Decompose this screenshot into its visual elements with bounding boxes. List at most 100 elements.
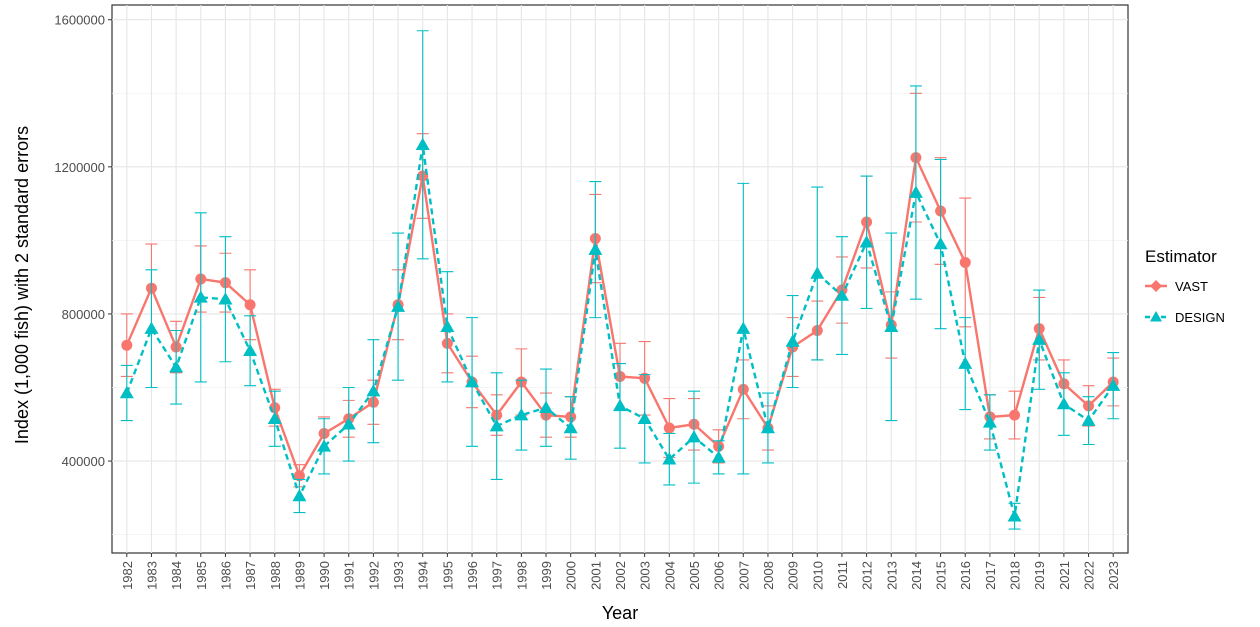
point <box>243 343 258 356</box>
x-tick-label: 2022 <box>1082 561 1097 590</box>
legend-marker <box>1150 311 1162 322</box>
x-tick-label: 1994 <box>416 561 431 590</box>
x-tick-label: 2018 <box>1008 561 1023 590</box>
point <box>958 356 973 369</box>
point <box>169 360 184 373</box>
point <box>663 422 675 434</box>
point <box>440 319 455 333</box>
x-tick-label: 1996 <box>465 561 480 590</box>
point <box>244 299 256 311</box>
point <box>391 299 406 312</box>
point <box>119 386 134 399</box>
legend-marker <box>1150 280 1162 292</box>
x-tick-label: 1991 <box>342 561 357 590</box>
point <box>982 415 997 428</box>
x-tick-label: 2006 <box>712 561 727 590</box>
x-tick-label: 1982 <box>120 561 135 590</box>
x-tick-label: 2012 <box>860 561 875 590</box>
x-tick-label: 1984 <box>169 561 184 590</box>
point <box>193 290 208 303</box>
point <box>908 185 923 198</box>
point <box>736 321 751 334</box>
x-tick-label: 2000 <box>564 561 579 590</box>
legend-title: Estimator <box>1145 247 1217 266</box>
x-tick-label: 2021 <box>1057 561 1072 590</box>
x-tick-label: 2019 <box>1032 561 1047 590</box>
point <box>1007 509 1022 522</box>
x-axis-title: Year <box>602 603 638 623</box>
point <box>711 450 726 463</box>
point <box>514 408 529 421</box>
point <box>686 430 701 443</box>
point <box>539 400 554 413</box>
point <box>662 452 677 465</box>
x-tick-label: 1987 <box>243 561 258 590</box>
point <box>785 334 800 347</box>
point <box>760 420 775 434</box>
point <box>637 411 652 425</box>
point <box>1081 413 1096 426</box>
x-tick-label: 1997 <box>490 561 505 590</box>
point <box>489 419 504 432</box>
point <box>121 339 133 351</box>
point <box>317 439 332 452</box>
legend-label: DESIGN <box>1175 310 1225 325</box>
x-tick-label: 1993 <box>391 561 406 590</box>
point <box>267 411 282 425</box>
point <box>292 488 307 502</box>
x-tick-label: 2013 <box>884 561 899 590</box>
point <box>884 319 899 333</box>
y-axis-title: Index (1,000 fish) with 2 standard error… <box>12 126 32 444</box>
y-tick-label: 1600000 <box>54 13 105 28</box>
x-tick-label: 1989 <box>292 561 307 590</box>
x-tick-label: 2002 <box>613 561 628 590</box>
y-tick-label: 1200000 <box>54 160 105 175</box>
series <box>119 30 1121 530</box>
x-tick-label: 1992 <box>366 561 381 590</box>
point <box>465 374 480 388</box>
y-tick-label: 400000 <box>62 454 105 469</box>
point <box>1056 397 1071 410</box>
legend-label: VAST <box>1175 279 1208 294</box>
point <box>1032 332 1047 345</box>
point <box>341 417 356 430</box>
x-tick-label: 2016 <box>958 561 973 590</box>
point <box>218 292 233 305</box>
x-tick-label: 1990 <box>317 561 332 590</box>
x-tick-label: 1995 <box>440 561 455 590</box>
point <box>834 288 849 301</box>
x-tick-label: 2005 <box>687 561 702 590</box>
x-tick-label: 2004 <box>662 561 677 590</box>
x-tick-label: 2001 <box>588 561 603 590</box>
x-tick-label: 1983 <box>144 561 159 590</box>
x-tick-label: 2011 <box>835 561 850 589</box>
x-tick-label: 2008 <box>761 561 776 590</box>
point <box>959 256 971 268</box>
x-tick-label: 1986 <box>218 561 233 590</box>
point <box>810 266 825 279</box>
point <box>933 237 948 250</box>
point <box>859 235 874 248</box>
x-tick-label: 2007 <box>736 561 751 590</box>
point <box>1009 409 1021 421</box>
x-tick-label: 2009 <box>786 561 801 590</box>
x-tick-label: 1998 <box>514 561 529 590</box>
x-tick-label: 1999 <box>539 561 554 590</box>
x-tick-label: 2023 <box>1106 561 1121 590</box>
point <box>1106 378 1121 391</box>
point <box>563 420 578 434</box>
point <box>293 470 305 482</box>
x-tick-label: 1988 <box>268 561 283 590</box>
point <box>415 137 430 151</box>
point <box>366 384 381 397</box>
x-tick-label: 1985 <box>194 561 209 590</box>
point <box>588 242 603 255</box>
point <box>613 398 627 412</box>
x-tick-label: 2003 <box>638 561 653 590</box>
y-tick-label: 800000 <box>62 307 105 322</box>
x-tick-label: 2015 <box>934 561 949 590</box>
x-tick-label: 2017 <box>983 561 998 590</box>
x-tick-label: 2010 <box>810 561 825 590</box>
x-tick-label: 2014 <box>909 561 924 590</box>
